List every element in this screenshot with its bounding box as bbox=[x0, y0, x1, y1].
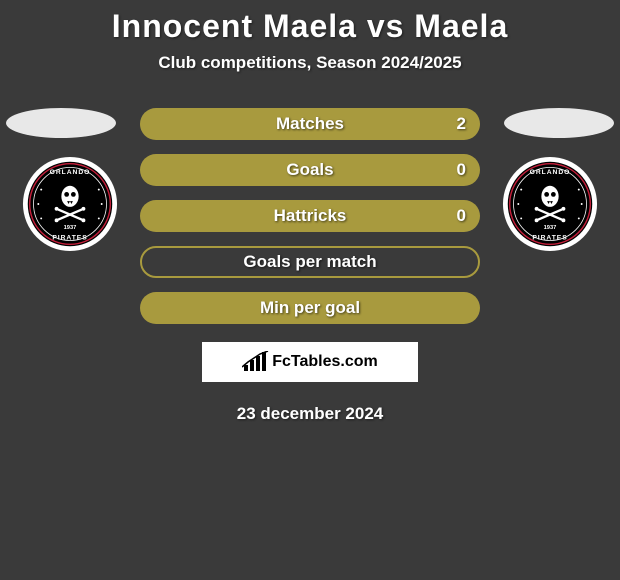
date-text: 23 december 2024 bbox=[0, 404, 620, 424]
pirates-crest-icon: ORLANDO PIRATES 1937 bbox=[502, 156, 598, 252]
page-title: Innocent Maela vs Maela bbox=[0, 8, 620, 45]
svg-text:ORLANDO: ORLANDO bbox=[50, 169, 91, 176]
comparison-container: Innocent Maela vs Maela Club competition… bbox=[0, 0, 620, 424]
pirates-crest-icon: ORLANDO PIRATES 1937 bbox=[22, 156, 118, 252]
subtitle: Club competitions, Season 2024/2025 bbox=[0, 53, 620, 73]
stat-row: Min per goal bbox=[140, 292, 480, 324]
stat-label: Hattricks bbox=[274, 206, 347, 226]
player-avatar-right bbox=[504, 108, 614, 138]
stat-row: Goals per match bbox=[140, 246, 480, 278]
player-avatar-left bbox=[6, 108, 116, 138]
svg-text:1937: 1937 bbox=[544, 225, 557, 231]
stat-rows: Matches 2 Goals 0 Hattricks 0 Goals per match M… bbox=[140, 108, 480, 324]
stat-value: 0 bbox=[457, 206, 466, 226]
stat-row: Goals 0 bbox=[140, 154, 480, 186]
club-badge-right: ORLANDO PIRATES 1937 bbox=[502, 156, 598, 252]
stat-value: 0 bbox=[457, 160, 466, 180]
stat-row: Hattricks 0 bbox=[140, 200, 480, 232]
stat-row: Matches 2 bbox=[140, 108, 480, 140]
svg-text:PIRATES: PIRATES bbox=[52, 235, 87, 242]
svg-text:ORLANDO: ORLANDO bbox=[530, 169, 571, 176]
club-badge-left: ORLANDO PIRATES 1937 bbox=[22, 156, 118, 252]
content-area: ORLANDO PIRATES 1937 bbox=[0, 108, 620, 324]
svg-text:1937: 1937 bbox=[64, 225, 77, 231]
fctables-label: FcTables.com bbox=[272, 353, 378, 371]
chart-bars-icon bbox=[242, 351, 270, 373]
stat-label: Matches bbox=[276, 114, 344, 134]
stat-label: Goals bbox=[286, 160, 333, 180]
stat-label: Min per goal bbox=[260, 298, 360, 318]
fctables-link[interactable]: FcTables.com bbox=[202, 342, 418, 382]
svg-text:PIRATES: PIRATES bbox=[532, 235, 567, 242]
stat-value: 2 bbox=[457, 114, 466, 134]
stat-label: Goals per match bbox=[243, 252, 376, 272]
